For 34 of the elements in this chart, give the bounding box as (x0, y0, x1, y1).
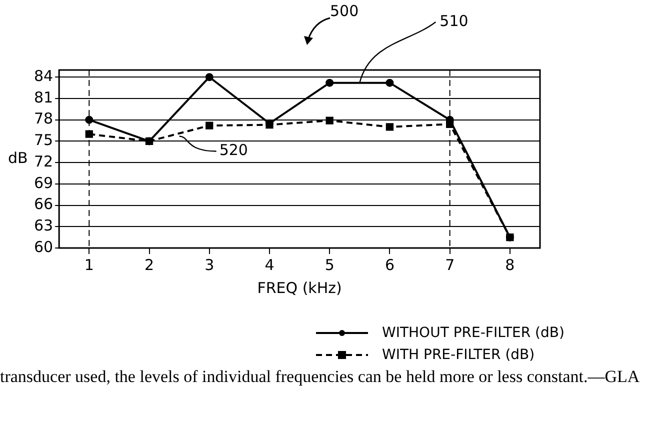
y-tick-label: 81 (34, 88, 54, 106)
text: 500 (330, 2, 359, 20)
x-tick-label: 1 (84, 256, 94, 274)
x-tick-label: 2 (144, 256, 154, 274)
annotation: 510 (440, 12, 468, 30)
point (145, 137, 154, 146)
point (85, 130, 93, 138)
y-tick-label: 63 (34, 216, 54, 235)
annotation: 520 (219, 141, 248, 160)
legend-label: WITH PRE-FILTER (dB) (382, 347, 535, 363)
y-tick-label: 78 (34, 110, 54, 128)
point (326, 116, 334, 124)
y-tick-label: 69 (34, 174, 54, 192)
x-tick-label: 6 (384, 256, 394, 274)
y-tick-label: 60 (34, 238, 54, 256)
y-tick-label: 72 (34, 152, 54, 170)
x-tick-label: 3 (204, 256, 214, 274)
point (85, 116, 94, 124)
x-tick-label: 7 (445, 256, 455, 274)
y-tick-label: 84 (34, 67, 54, 86)
y-axis-title: dB (8, 148, 28, 167)
y-tick-label: 75 (34, 131, 54, 150)
point (386, 78, 394, 87)
x-axis-title: FREQ (kHz) (257, 278, 342, 297)
y-tick-label: 66 (34, 195, 54, 214)
legend-label: WITHOUT PRE-FILTER (dB) (382, 325, 564, 341)
x-tick-label: 4 (264, 256, 274, 274)
text: transducer used, the levels of individual frequencies can be held more or less constant.—GLA (0, 366, 641, 387)
x-tick-label: 8 (505, 256, 515, 274)
point (386, 123, 394, 131)
x-tick-label: 5 (324, 256, 334, 274)
point (326, 78, 334, 87)
point (206, 122, 214, 130)
point (205, 73, 214, 82)
